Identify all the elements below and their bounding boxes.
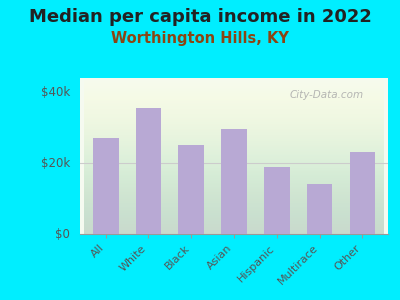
Bar xyxy=(307,184,332,234)
Text: Worthington Hills, KY: Worthington Hills, KY xyxy=(111,32,289,46)
Bar xyxy=(178,146,204,234)
Text: Median per capita income in 2022: Median per capita income in 2022 xyxy=(28,8,372,26)
Text: $0: $0 xyxy=(55,227,70,241)
Bar xyxy=(221,129,247,234)
Bar xyxy=(93,138,118,234)
Text: $20k: $20k xyxy=(41,157,70,169)
Bar xyxy=(136,108,161,234)
Text: $40k: $40k xyxy=(41,86,70,99)
Text: City-Data.com: City-Data.com xyxy=(290,91,364,100)
Bar xyxy=(350,152,375,234)
Bar xyxy=(264,167,290,234)
